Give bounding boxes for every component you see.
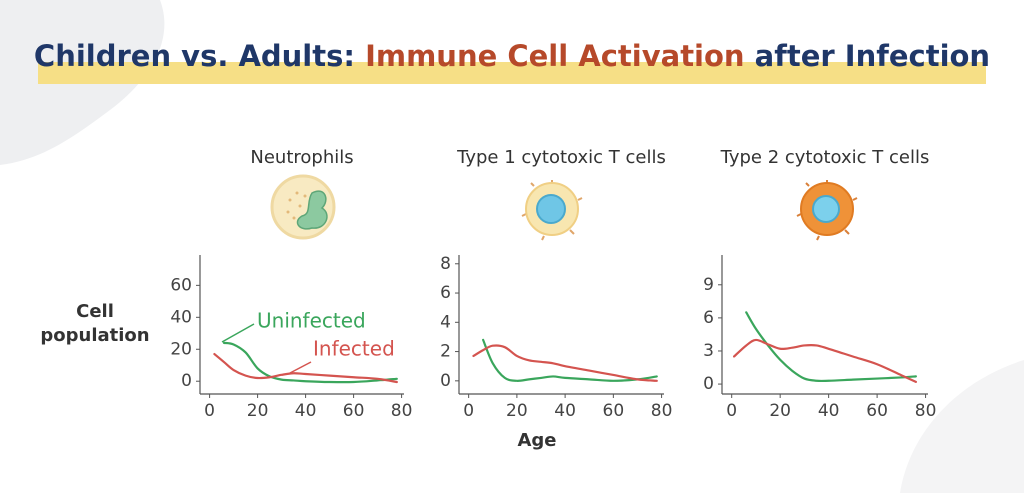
- x-tick-label: 60: [603, 401, 625, 421]
- x-axis-label: Age: [517, 430, 557, 451]
- x-tick-label: 80: [391, 401, 413, 421]
- x-tick-label: 80: [651, 401, 673, 421]
- y-tick-label: 60: [170, 275, 192, 295]
- x-tick-label: 60: [866, 401, 888, 421]
- y-tick-label: 4: [440, 312, 451, 332]
- y-tick-label: 3: [703, 341, 714, 361]
- x-tick-label: 20: [506, 401, 528, 421]
- x-tick-label: 80: [915, 401, 937, 421]
- y-tick-label: 6: [703, 308, 714, 328]
- label-leader: [289, 361, 312, 374]
- x-tick-label: 0: [204, 401, 215, 421]
- y-tick-label: 40: [170, 307, 192, 327]
- y-tick-label: 6: [440, 283, 451, 303]
- x-tick-label: 20: [247, 401, 269, 421]
- background-blob: [900, 360, 1024, 493]
- x-tick-label: 0: [463, 401, 474, 421]
- series-line: [222, 341, 398, 384]
- y-tick-label: 9: [703, 275, 714, 295]
- x-tick-label: 20: [769, 401, 791, 421]
- title-highlight: [38, 62, 986, 84]
- title-part: Children vs. Adults:: [34, 39, 365, 73]
- series-line: [213, 352, 398, 384]
- series-line: [472, 344, 658, 382]
- y-axis-label: Cell population: [40, 301, 150, 346]
- series-line: [733, 338, 917, 383]
- y-tick-label: 0: [181, 371, 192, 391]
- title-part: Immune Cell Activation: [365, 39, 745, 73]
- x-tick-label: 60: [343, 401, 365, 421]
- x-tick-label: 0: [726, 401, 737, 421]
- series-label: Uninfected: [257, 309, 366, 333]
- y-tick-label: 20: [170, 339, 192, 359]
- panel-title: Neutrophils: [250, 147, 353, 168]
- panel-title: Type 2 cytotoxic T cells: [720, 147, 930, 168]
- panel-title: Type 1 cytotoxic T cells: [456, 147, 666, 168]
- type2-tcell-icon: [796, 180, 858, 241]
- title: Children vs. Adults: Immune Cell Activat…: [34, 39, 990, 73]
- title-part: after Infection: [745, 39, 991, 73]
- x-tick-label: 40: [554, 401, 576, 421]
- neutrophil-icon: [270, 174, 336, 240]
- label-leader: [221, 323, 255, 343]
- y-tick-label: 2: [440, 342, 451, 362]
- y-tick-label: 0: [703, 374, 714, 394]
- x-tick-label: 40: [818, 401, 840, 421]
- series-label: Infected: [313, 337, 395, 361]
- series-line: [482, 338, 658, 382]
- y-tick-label: 8: [440, 254, 451, 274]
- x-tick-label: 40: [295, 401, 317, 421]
- y-tick-label: 0: [440, 371, 451, 391]
- type1-tcell-icon: [521, 180, 583, 241]
